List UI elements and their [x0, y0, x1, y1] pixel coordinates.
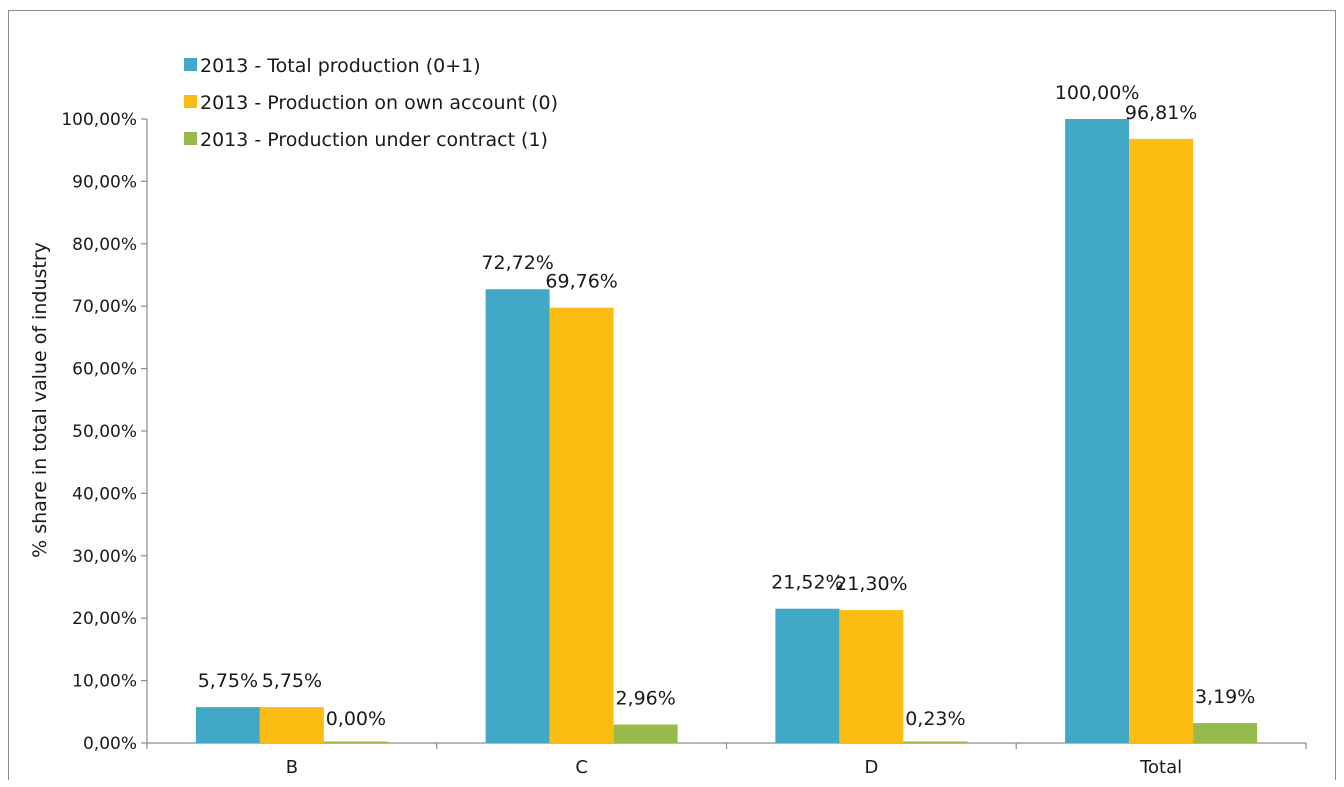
- y-tick-label: 60,00%: [72, 360, 137, 380]
- y-tick-label: 0,00%: [83, 734, 137, 754]
- data-label: 21,30%: [835, 573, 907, 595]
- data-label: 96,81%: [1125, 102, 1197, 124]
- x-tick-label: Total: [1139, 757, 1182, 778]
- y-tick-label: 90,00%: [72, 172, 137, 192]
- y-axis-title-group: % share in total value of industry: [29, 242, 51, 558]
- data-label: 2,96%: [615, 688, 675, 710]
- bar: [903, 741, 968, 743]
- y-tick-label: 80,00%: [72, 235, 137, 255]
- bar: [195, 707, 260, 743]
- bars: [195, 119, 1258, 744]
- bar: [323, 741, 388, 743]
- bar: [485, 289, 550, 743]
- legend-swatch: [184, 132, 197, 145]
- bar: [1065, 119, 1130, 743]
- legend-swatch: [184, 95, 197, 108]
- data-label: 3,19%: [1195, 686, 1255, 708]
- data-label: 69,76%: [545, 271, 617, 293]
- legend-label: 2013 - Production under contract (1): [200, 129, 548, 151]
- data-label: 100,00%: [1055, 82, 1140, 104]
- bar: [775, 608, 840, 743]
- data-label: 72,72%: [481, 252, 553, 274]
- y-tick-label: 20,00%: [72, 609, 137, 629]
- y-tick-label: 100,00%: [61, 110, 137, 130]
- y-tick-label: 50,00%: [72, 422, 137, 442]
- x-tick-label: B: [286, 757, 298, 778]
- x-tick-label: D: [864, 757, 878, 778]
- x-tick-label: C: [575, 757, 588, 778]
- bar: [1193, 723, 1258, 743]
- bar: [613, 724, 678, 743]
- bar: [1129, 138, 1194, 744]
- axes: 0,00% 10,00% 20,00% 30,00% 40,00% 50,00% 60,00…: [61, 110, 1307, 778]
- y-tick-label: 30,00%: [72, 547, 137, 567]
- y-axis-title: % share in total value of industry: [29, 242, 51, 558]
- data-label: 5,75%: [198, 670, 258, 692]
- legend-label: 2013 - Total production (0+1): [200, 55, 481, 77]
- data-label: 5,75%: [262, 670, 322, 692]
- chart-frame: [8, 10, 1336, 780]
- bar: [549, 307, 614, 743]
- bar: [259, 707, 324, 743]
- legend-swatch: [184, 58, 197, 71]
- data-label: 0,23%: [905, 708, 965, 730]
- data-labels: 5,75% 72,72% 21,52% 100,00% 5,75% 69,76% 21,30…: [198, 82, 1256, 730]
- legend: 2013 - Total production (0+1) 2013 - Prod…: [184, 55, 558, 151]
- y-tick-label: 40,00%: [72, 484, 137, 504]
- bar: [839, 610, 904, 743]
- data-label: 0,00%: [326, 708, 386, 730]
- y-tick-label: 70,00%: [72, 297, 137, 317]
- legend-label: 2013 - Production on own account (0): [200, 92, 558, 114]
- data-label: 21,52%: [771, 572, 843, 594]
- y-tick-label: 10,00%: [72, 672, 137, 692]
